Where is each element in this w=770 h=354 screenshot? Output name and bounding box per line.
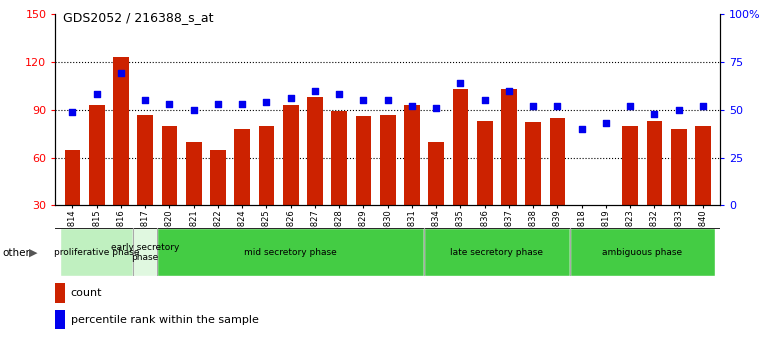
Text: late secretory phase: late secretory phase — [450, 248, 544, 257]
Point — [575, 126, 588, 132]
Bar — [89, 105, 105, 205]
Point — [91, 92, 103, 97]
Bar — [331, 112, 347, 205]
Point — [309, 88, 321, 93]
Point — [285, 96, 297, 101]
Point — [188, 107, 200, 113]
Bar — [137, 115, 153, 205]
Point — [382, 97, 394, 103]
Point — [478, 97, 490, 103]
Point — [212, 101, 224, 107]
Text: proliferative phase: proliferative phase — [54, 248, 139, 257]
Bar — [424, 228, 570, 276]
Text: GDS2052 / 216388_s_at: GDS2052 / 216388_s_at — [63, 11, 213, 24]
Text: ambiguous phase: ambiguous phase — [602, 248, 682, 257]
Point — [139, 97, 152, 103]
Point — [624, 103, 636, 109]
Bar — [671, 129, 687, 205]
Bar — [574, 205, 590, 210]
Point — [648, 111, 661, 116]
Bar — [404, 105, 420, 205]
Bar — [477, 121, 493, 205]
Point — [406, 103, 418, 109]
Bar — [695, 126, 711, 205]
Bar — [453, 89, 468, 205]
Point — [697, 103, 709, 109]
Point — [260, 99, 273, 105]
Text: mid secretory phase: mid secretory phase — [244, 248, 337, 257]
Bar — [133, 228, 157, 276]
Point — [163, 101, 176, 107]
Point — [527, 103, 539, 109]
Text: other: other — [2, 248, 30, 258]
Point — [503, 88, 515, 93]
Bar — [525, 122, 541, 205]
Bar — [234, 129, 250, 205]
Bar — [65, 149, 80, 205]
Text: early secretory
phase: early secretory phase — [111, 242, 179, 262]
Point — [357, 97, 370, 103]
Bar — [307, 97, 323, 205]
Bar — [162, 126, 177, 205]
Point — [333, 92, 346, 97]
Text: ▶: ▶ — [29, 248, 38, 258]
Point — [454, 80, 467, 86]
Bar — [598, 205, 614, 210]
Bar — [356, 116, 371, 205]
Point — [551, 103, 564, 109]
Bar — [380, 115, 396, 205]
Bar — [501, 89, 517, 205]
Bar — [283, 105, 299, 205]
Point — [236, 101, 249, 107]
Point — [430, 105, 442, 111]
Bar — [113, 57, 129, 205]
Bar — [60, 228, 133, 276]
Bar — [622, 126, 638, 205]
Bar — [428, 142, 444, 205]
Bar — [550, 118, 565, 205]
Point — [600, 120, 612, 126]
Bar — [570, 228, 715, 276]
Bar — [157, 228, 424, 276]
Text: count: count — [71, 288, 102, 298]
Point — [115, 70, 127, 76]
Bar — [186, 142, 202, 205]
Text: percentile rank within the sample: percentile rank within the sample — [71, 315, 259, 325]
Bar — [647, 121, 662, 205]
Bar — [259, 126, 274, 205]
Point — [66, 109, 79, 114]
Point — [672, 107, 685, 113]
Bar — [210, 149, 226, 205]
